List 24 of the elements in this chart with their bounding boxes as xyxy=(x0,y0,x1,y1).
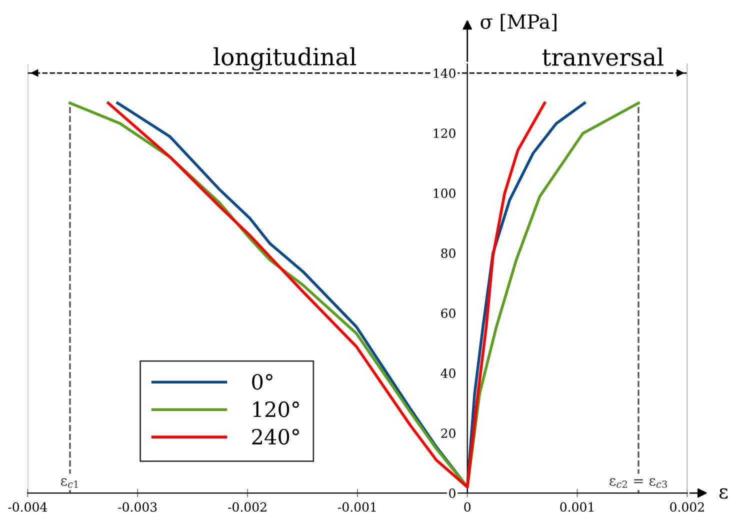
x-tick-label: 0 xyxy=(464,502,471,512)
y-axis-title: σ [MPa] xyxy=(480,14,556,32)
y-tick-label: 100 xyxy=(434,188,456,198)
y-tick-label: 60 xyxy=(441,308,456,318)
ref-line-label: ε$_{c1}$ xyxy=(60,478,78,488)
y-tick-label: 0 xyxy=(449,488,456,498)
x-tick-label: -0.003 xyxy=(118,502,157,512)
y-tick-label: 20 xyxy=(441,428,456,438)
x-tick-label: 0.002 xyxy=(670,502,704,512)
annotation: longitudinal xyxy=(214,47,356,70)
legend-label: 0° xyxy=(252,374,272,390)
annotation: tranversal xyxy=(542,48,664,66)
x-tick-label: 0.001 xyxy=(560,502,594,512)
ref-line-label: ε$_{c2}$ = ε$_{c3}$ xyxy=(610,478,667,488)
x-axis-title: ε xyxy=(719,488,728,499)
legend-label: 120° xyxy=(253,401,299,418)
y-tick-label: 40 xyxy=(440,368,456,378)
y-tick-label: 120 xyxy=(434,128,456,138)
y-tick-label: 80 xyxy=(441,248,456,258)
x-tick-label: -0.004 xyxy=(8,502,48,512)
x-tick-label: -0.001 xyxy=(338,502,376,512)
legend-label: 240° xyxy=(252,428,299,445)
x-tick-label: -0.002 xyxy=(228,502,266,512)
y-tick-label: 140 xyxy=(434,68,456,78)
